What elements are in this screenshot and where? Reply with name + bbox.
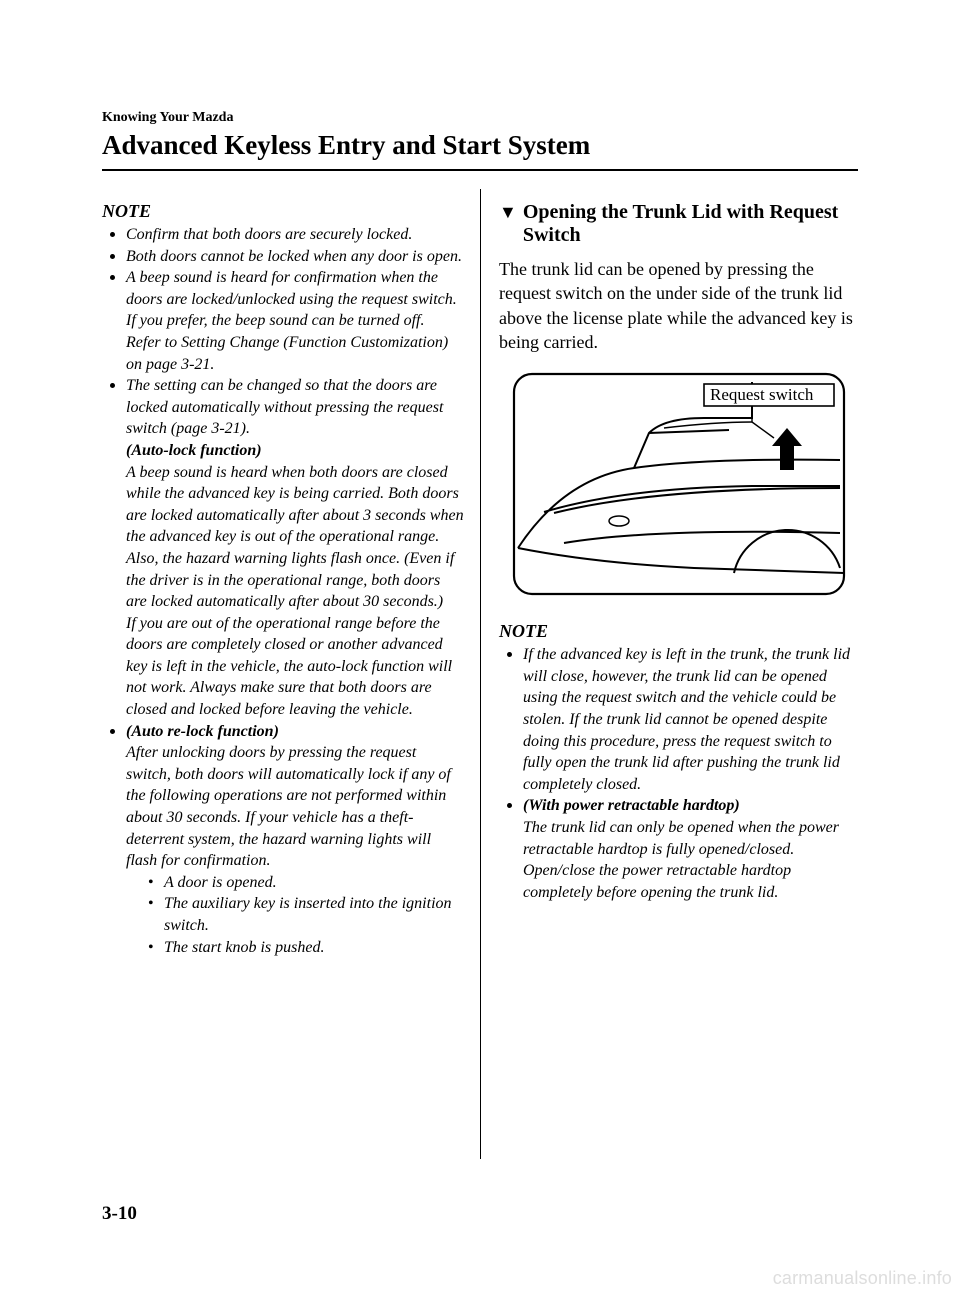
list-text-extra: Refer to Setting Change (Function Custom… <box>126 334 448 373</box>
list-item: (Auto re-lock function) After unlocking … <box>102 721 464 959</box>
header-title: Advanced Keyless Entry and Start System <box>102 130 858 161</box>
list-item: Both doors cannot be locked when any doo… <box>102 246 464 268</box>
list-text: After unlocking doors by pressing the re… <box>126 744 451 869</box>
body-paragraph: The trunk lid can be opened by pressing … <box>499 257 858 354</box>
manual-page: Knowing Your Mazda Advanced Keyless Entr… <box>0 0 960 1295</box>
two-column-layout: NOTE Confirm that both doors are securel… <box>102 189 858 1159</box>
sub-list-text: The auxiliary key is inserted into the i… <box>164 895 452 934</box>
sub-list-item: The auxiliary key is inserted into the i… <box>126 893 464 936</box>
header-rule <box>102 169 858 171</box>
note-list-left: Confirm that both doors are securely loc… <box>102 224 464 958</box>
sub-list-text: The start knob is pushed. <box>164 939 324 956</box>
list-text: The setting can be changed so that the d… <box>126 377 443 437</box>
list-text: Confirm that both doors are securely loc… <box>126 226 412 243</box>
list-text: If the advanced key is left in the trunk… <box>523 646 850 793</box>
list-text: Both doors cannot be locked when any doo… <box>126 248 462 265</box>
section-heading: ▼ Opening the Trunk Lid with Request Swi… <box>499 201 858 247</box>
list-paragraph: A beep sound is heard when both doors ar… <box>126 464 464 611</box>
page-number: 3-10 <box>102 1203 137 1225</box>
list-paragraph: If you are out of the operational range … <box>126 615 452 718</box>
list-bold-line: (Auto-lock function) <box>126 442 262 459</box>
list-item: Confirm that both doors are securely loc… <box>102 224 464 246</box>
sub-list-item: The start knob is pushed. <box>126 937 464 959</box>
list-item: (With power retractable hardtop) The tru… <box>499 795 858 903</box>
list-item: If the advanced key is left in the trunk… <box>499 644 858 795</box>
list-item: The setting can be changed so that the d… <box>102 375 464 721</box>
heading-marker-icon: ▼ <box>499 201 517 224</box>
note-heading-left: NOTE <box>102 201 464 222</box>
sub-list: A door is opened. The auxiliary key is i… <box>126 872 464 958</box>
sub-list-text: A door is opened. <box>164 874 277 891</box>
right-column: ▼ Opening the Trunk Lid with Request Swi… <box>480 189 858 1159</box>
left-column: NOTE Confirm that both doors are securel… <box>102 189 480 1159</box>
list-bold-line: (With power retractable hardtop) <box>523 797 740 814</box>
list-text: A beep sound is heard for confirmation w… <box>126 269 457 329</box>
list-text: The trunk lid can only be opened when th… <box>523 819 839 901</box>
section-heading-text: Opening the Trunk Lid with Request Switc… <box>523 201 858 247</box>
header-section: Knowing Your Mazda <box>102 110 858 126</box>
watermark-text: carmanualsonline.info <box>773 1268 952 1289</box>
trunk-request-switch-figure: Request switch <box>504 368 854 603</box>
sub-list-item: A door is opened. <box>126 872 464 894</box>
note-heading-right: NOTE <box>499 621 858 642</box>
figure-label-text: Request switch <box>710 385 814 404</box>
car-trunk-svg: Request switch <box>504 368 854 603</box>
note-list-right: If the advanced key is left in the trunk… <box>499 644 858 903</box>
list-item: A beep sound is heard for confirmation w… <box>102 267 464 375</box>
list-bold-line: (Auto re-lock function) <box>126 723 279 740</box>
